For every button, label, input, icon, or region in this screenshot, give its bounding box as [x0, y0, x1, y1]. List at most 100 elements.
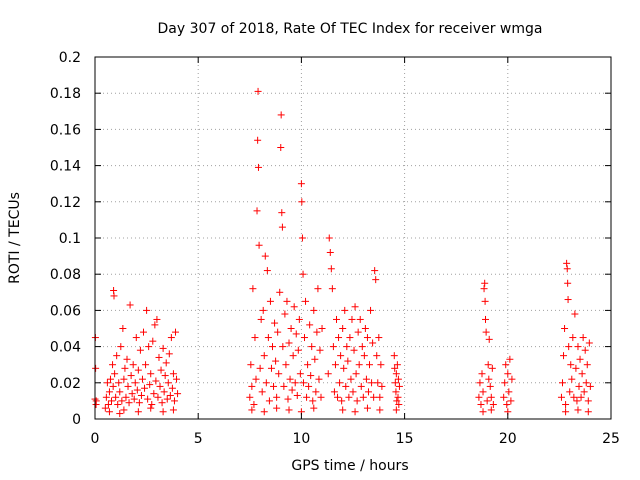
- data-point: [355, 361, 363, 369]
- data-point: [351, 408, 359, 416]
- data-point: [269, 343, 277, 351]
- data-point: [574, 343, 582, 351]
- data-point: [578, 370, 586, 378]
- data-point: [392, 406, 400, 414]
- data-point: [325, 234, 333, 242]
- data-point: [480, 285, 488, 293]
- data-point: [248, 382, 256, 390]
- data-point: [274, 328, 282, 336]
- data-point: [255, 241, 263, 249]
- data-point: [283, 297, 291, 305]
- data-point: [256, 364, 264, 372]
- y-tick-label: 0.14: [50, 159, 81, 175]
- data-point: [501, 379, 509, 387]
- data-point: [157, 366, 165, 374]
- data-point: [171, 328, 179, 336]
- data-point: [152, 377, 160, 385]
- data-point: [368, 379, 376, 387]
- data-point: [111, 370, 119, 378]
- data-point: [250, 401, 258, 409]
- data-point: [374, 379, 382, 387]
- data-point: [324, 370, 332, 378]
- data-point: [341, 306, 349, 314]
- data-point: [392, 370, 400, 378]
- data-point: [310, 404, 318, 412]
- data-point: [277, 144, 285, 151]
- data-point: [158, 399, 166, 407]
- data-points: [91, 87, 594, 418]
- data-point: [165, 350, 173, 358]
- data-point: [164, 379, 172, 387]
- data-point: [298, 234, 306, 242]
- data-point: [110, 292, 118, 300]
- x-tick-label: 5: [194, 431, 203, 447]
- data-point: [395, 401, 403, 409]
- data-point: [576, 355, 584, 363]
- data-point: [483, 397, 491, 405]
- data-point: [315, 375, 323, 383]
- data-point: [331, 361, 339, 369]
- data-point: [127, 372, 135, 380]
- data-point: [120, 406, 128, 414]
- data-point: [326, 248, 334, 256]
- data-point: [348, 315, 356, 323]
- data-point: [487, 406, 495, 414]
- data-point: [125, 399, 133, 407]
- data-point: [581, 346, 589, 354]
- data-point: [109, 382, 117, 390]
- data-point: [109, 361, 117, 369]
- data-point: [133, 386, 141, 394]
- data-point: [562, 408, 570, 416]
- data-point: [282, 361, 290, 369]
- y-tick-label: 0.18: [50, 86, 81, 102]
- data-point: [484, 361, 492, 369]
- data-point: [330, 388, 338, 396]
- data-point: [293, 391, 301, 399]
- data-point: [275, 370, 283, 378]
- data-point: [586, 382, 594, 390]
- data-point: [359, 393, 367, 401]
- data-point: [373, 352, 381, 360]
- data-point: [317, 393, 325, 401]
- x-tick-label: 10: [292, 431, 310, 447]
- data-point: [390, 352, 398, 360]
- data-point: [376, 393, 384, 401]
- data-point: [487, 393, 495, 401]
- data-point: [311, 355, 319, 363]
- data-point: [295, 315, 303, 323]
- data-point: [147, 404, 155, 412]
- data-point: [563, 265, 571, 273]
- x-tick-label: 20: [499, 431, 517, 447]
- data-point: [347, 375, 355, 383]
- data-point: [126, 301, 134, 309]
- grid-lines: [95, 57, 611, 419]
- data-point: [340, 364, 348, 372]
- data-point: [371, 267, 379, 275]
- data-point: [145, 343, 153, 351]
- data-point: [260, 408, 268, 416]
- data-point: [159, 408, 167, 416]
- y-tick-label: 0: [72, 412, 81, 428]
- data-point: [567, 361, 575, 369]
- y-tick-label: 0.02: [50, 376, 81, 392]
- data-point: [354, 328, 362, 336]
- data-point: [502, 361, 510, 369]
- data-point: [291, 379, 299, 387]
- data-point: [485, 375, 493, 383]
- data-point: [477, 401, 485, 409]
- data-point: [122, 393, 130, 401]
- data-point: [582, 379, 590, 387]
- data-point: [566, 388, 574, 396]
- y-tick-label: 0.2: [59, 50, 81, 66]
- data-point: [116, 410, 124, 418]
- data-point: [504, 370, 512, 378]
- data-point: [92, 364, 100, 372]
- data-point: [104, 401, 112, 409]
- data-point: [391, 364, 399, 372]
- data-point: [135, 399, 143, 407]
- data-point: [564, 279, 572, 287]
- data-point: [285, 339, 293, 347]
- data-point: [568, 375, 576, 383]
- data-point: [489, 401, 497, 409]
- data-point: [482, 315, 490, 323]
